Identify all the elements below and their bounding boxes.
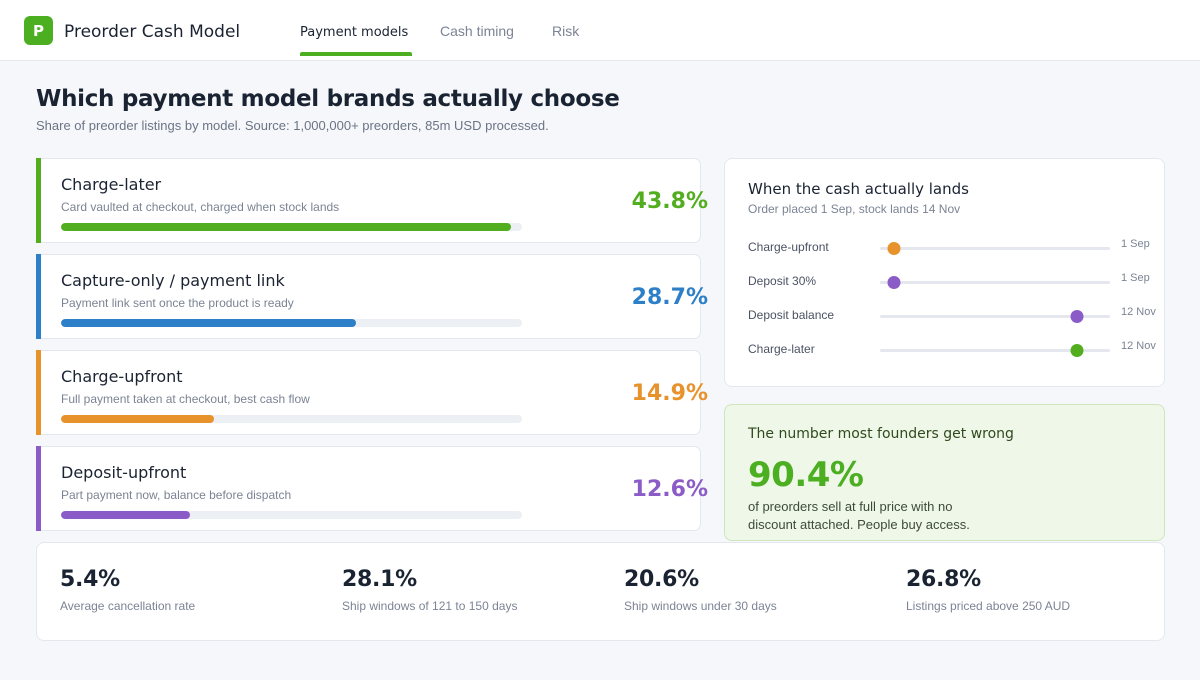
page-subtitle: Share of preorder listings by model. Sou… — [36, 118, 549, 133]
model-description: Full payment taken at checkout, best cas… — [61, 392, 310, 406]
timing-row-date: 1 Sep — [1121, 238, 1150, 250]
callout-title: The number most founders get wrong — [748, 426, 1014, 442]
model-share-percent: 43.8% — [631, 189, 708, 214]
tab-risk[interactable]: Risk — [552, 23, 580, 39]
model-accent-bar — [36, 158, 41, 243]
model-card-charge-later[interactable]: Charge-later Card vaulted at checkout, c… — [36, 158, 708, 243]
cash-landing-marker — [1070, 344, 1084, 357]
model-description: Payment link sent once the product is re… — [61, 296, 294, 310]
timeline-track — [880, 242, 1110, 255]
stat-ship-window-under-30: 20.6% Ship windows under 30 days — [624, 567, 777, 613]
stat-label: Ship windows under 30 days — [624, 599, 777, 613]
timing-row: Charge-upfront 1 Sep — [725, 238, 1165, 259]
model-accent-bar — [36, 350, 41, 435]
model-name: Deposit-upfront — [61, 463, 187, 482]
share-bar-track — [61, 319, 522, 327]
callout-value: 90.4% — [748, 455, 864, 495]
stat-label: Listings priced above 250 AUD — [906, 599, 1071, 613]
founder-insight-callout: The number most founders get wrong 90.4%… — [724, 404, 1165, 541]
page-title: Which payment model brands actually choo… — [36, 86, 620, 112]
share-bar-track — [61, 511, 522, 519]
cash-landing-marker — [887, 242, 901, 255]
timing-row-date: 1 Sep — [1121, 272, 1150, 284]
model-share-percent: 28.7% — [631, 285, 708, 310]
app-title: Preorder Cash Model — [64, 22, 241, 42]
timing-row-date: 12 Nov — [1121, 340, 1156, 352]
timeline-track — [880, 310, 1110, 323]
model-share-percent: 12.6% — [631, 477, 708, 502]
stat-value: 28.1% — [342, 567, 417, 592]
share-bar-track — [61, 415, 522, 423]
callout-text: of preorders sell at full price with no … — [748, 499, 970, 532]
timeline-track — [880, 344, 1110, 357]
stat-value: 20.6% — [624, 567, 699, 592]
summary-stats-card: 5.4% Average cancellation rate 28.1% Shi… — [36, 542, 1165, 641]
share-bar-fill — [61, 319, 356, 327]
timing-row-label: Charge-later — [748, 342, 815, 356]
model-description: Part payment now, balance before dispatc… — [61, 488, 292, 502]
timing-row-label: Deposit 30% — [748, 274, 817, 288]
timing-row-label: Deposit balance — [748, 308, 835, 322]
model-card-charge-upfront[interactable]: Charge-upfront Full payment taken at che… — [36, 350, 708, 435]
model-share-percent: 14.9% — [631, 381, 708, 406]
tab-payment-models[interactable]: Payment models — [300, 25, 409, 40]
model-card-deposit-upfront[interactable]: Deposit-upfront Part payment now, balanc… — [36, 446, 708, 531]
stat-value: 26.8% — [906, 567, 981, 592]
model-name: Charge-upfront — [61, 367, 183, 386]
timeline-track — [880, 276, 1110, 289]
cash-landing-marker — [887, 276, 901, 289]
timing-row-label: Charge-upfront — [748, 240, 829, 254]
stat-cancellation-rate: 5.4% Average cancellation rate — [60, 567, 195, 613]
timing-row: Charge-later 12 Nov — [725, 340, 1165, 361]
cash-landing-marker — [1070, 310, 1084, 323]
model-description: Card vaulted at checkout, charged when s… — [61, 200, 340, 214]
stat-value: 5.4% — [60, 567, 120, 592]
stat-label: Average cancellation rate — [60, 599, 196, 613]
model-card-capture-only[interactable]: Capture-only / payment link Payment link… — [36, 254, 708, 339]
tab-cash-timing[interactable]: Cash timing — [440, 23, 514, 39]
model-name: Capture-only / payment link — [61, 271, 285, 290]
timing-title: When the cash actually lands — [748, 180, 969, 198]
share-bar-fill — [61, 415, 215, 423]
stat-ship-window-121-150: 28.1% Ship windows of 121 to 150 days — [342, 567, 517, 613]
stat-price-above-250: 26.8% Listings priced above 250 AUD — [906, 567, 1070, 613]
timing-subtitle: Order placed 1 Sep, stock lands 14 Nov — [748, 202, 961, 216]
share-bar-fill — [61, 511, 191, 519]
model-name: Charge-later — [61, 175, 162, 194]
stat-label: Ship windows of 121 to 150 days — [342, 599, 518, 613]
model-accent-bar — [36, 254, 41, 339]
timing-row: Deposit balance 12 Nov — [725, 306, 1165, 327]
active-tab-indicator — [300, 52, 412, 56]
timing-row-date: 12 Nov — [1121, 306, 1156, 318]
top-navigation-bar: P Preorder Cash Model Payment models Cas… — [0, 0, 1200, 61]
share-bar-fill — [61, 223, 511, 231]
model-accent-bar — [36, 446, 41, 531]
app-logo[interactable]: P — [24, 16, 53, 45]
share-bar-track — [61, 223, 522, 231]
cash-timing-card: When the cash actually lands Order place… — [724, 158, 1165, 387]
timing-row: Deposit 30% 1 Sep — [725, 272, 1165, 293]
